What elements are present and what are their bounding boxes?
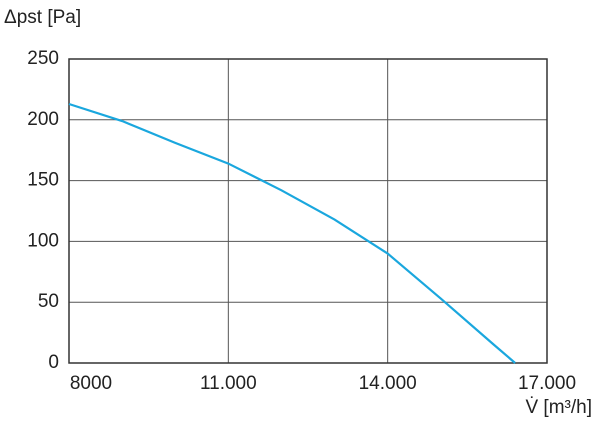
- y-tick-label: 50: [38, 291, 59, 312]
- y-tick-label: 100: [27, 230, 59, 251]
- x-tick-label: 11.000: [200, 373, 257, 394]
- y-tick-label: 200: [27, 109, 59, 130]
- y-axis-label: Δpst [Pa]: [4, 7, 81, 28]
- plot-frame: [68, 58, 548, 364]
- y-tick-label: 250: [27, 48, 59, 69]
- y-tick-label: 150: [27, 170, 59, 191]
- x-tick-label: 14.000: [359, 373, 417, 394]
- x-tick-label: 8000: [70, 373, 112, 394]
- curve: [68, 102, 516, 364]
- x-axis-label: V̇ [m³/h]: [525, 397, 592, 418]
- y-tick-label: 0: [48, 352, 59, 373]
- x-tick-label: 17.000: [518, 373, 576, 394]
